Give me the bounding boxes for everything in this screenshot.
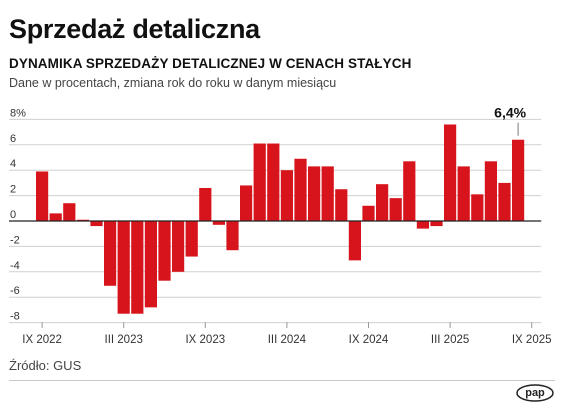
y-tick-label: 2 — [10, 184, 16, 196]
x-tick-label: IX 2022 — [22, 334, 62, 346]
bar — [63, 203, 76, 221]
bar — [444, 124, 457, 221]
x-tick-label: IX 2024 — [349, 334, 389, 346]
annotation-label: 6,4% — [494, 105, 526, 121]
pap-logo-text: pap — [525, 387, 545, 399]
bar — [240, 185, 253, 221]
bar — [199, 187, 212, 221]
bar — [484, 161, 497, 221]
bar — [144, 221, 157, 308]
bar — [131, 221, 144, 314]
bar — [117, 221, 130, 314]
bar — [294, 158, 307, 221]
bar-chart: 8% 6 4 2 0 -2 -4 -6 -8IX 2022 III 2023 IX 2023 III … — [9, 105, 552, 346]
bar — [457, 166, 470, 221]
footer-divider — [9, 380, 555, 381]
y-tick-label: 8% — [10, 107, 26, 119]
bar — [403, 161, 416, 221]
y-tick-label: 0 — [10, 209, 16, 221]
x-tick-label: III 2025 — [431, 334, 469, 346]
x-tick-label: III 2023 — [105, 334, 143, 346]
bar — [36, 171, 49, 221]
y-tick-label: -6 — [10, 285, 20, 297]
bar — [335, 189, 348, 221]
page-title: Sprzedaż detaliczna — [9, 14, 260, 44]
bar — [348, 221, 361, 261]
pap-logo-shape — [516, 384, 554, 402]
pap-logo: pap — [516, 384, 554, 402]
bar — [376, 184, 389, 221]
bar — [104, 221, 117, 286]
bar — [267, 143, 280, 221]
bar — [226, 221, 239, 251]
bar — [76, 219, 89, 221]
bar — [90, 221, 103, 227]
bar — [158, 221, 171, 281]
bar — [512, 139, 525, 221]
bar — [362, 205, 375, 221]
x-tick-label: IX 2023 — [185, 334, 225, 346]
bar — [430, 221, 443, 227]
y-tick-label: 6 — [10, 133, 16, 145]
bar — [471, 194, 484, 221]
x-tick-label: III 2024 — [268, 334, 307, 346]
x-tick-label: IX 2025 — [512, 334, 552, 346]
bar — [498, 182, 511, 221]
y-tick-label: -8 — [10, 311, 20, 323]
bar — [389, 198, 402, 221]
chart-subtitle: DYNAMIKA SPRZEDAŻY DETALICZNEJ W CENACH … — [9, 56, 412, 71]
bar — [185, 221, 198, 257]
bar — [321, 166, 334, 221]
y-tick-label: -2 — [10, 234, 20, 246]
bar — [212, 221, 225, 225]
bar — [49, 213, 62, 221]
bar — [280, 170, 293, 221]
bar — [308, 166, 321, 221]
bar — [416, 221, 429, 229]
y-tick-label: -4 — [10, 260, 20, 272]
source-note: Źródło: GUS — [9, 358, 82, 373]
bar — [172, 221, 185, 272]
bar — [253, 143, 266, 221]
y-tick-label: 4 — [10, 158, 16, 170]
chart-description: Dane w procentach, zmiana rok do roku w … — [9, 76, 337, 90]
